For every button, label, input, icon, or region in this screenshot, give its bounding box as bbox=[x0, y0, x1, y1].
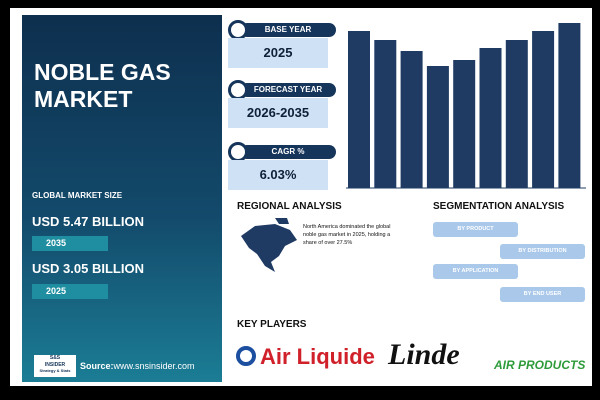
card: CAGR % 6.03% bbox=[228, 142, 338, 197]
north-america bbox=[241, 224, 297, 272]
bar bbox=[453, 60, 476, 188]
source: Source:www.snsinsider.com bbox=[80, 361, 195, 371]
map bbox=[241, 218, 297, 272]
logo-icon bbox=[236, 346, 256, 366]
company: Linde bbox=[388, 338, 460, 371]
source-url: www.snsinsider.com bbox=[113, 361, 195, 371]
regional-text: North America dominated the global noble… bbox=[303, 224, 391, 246]
segment-pill: BY DISTRIBUTION bbox=[500, 244, 585, 259]
card-value: 2026-2035 bbox=[228, 98, 328, 128]
bar bbox=[505, 40, 528, 188]
card-icon bbox=[228, 80, 248, 100]
card-value: 2025 bbox=[228, 38, 328, 68]
company: Air Liquide bbox=[260, 344, 375, 369]
bar bbox=[348, 31, 370, 188]
bar bbox=[558, 23, 581, 188]
logo-text: INSIDER bbox=[44, 361, 66, 368]
bar bbox=[426, 66, 449, 188]
segment-pill: BY PRODUCT bbox=[433, 222, 518, 237]
section-title: KEY PLAYERS bbox=[237, 319, 307, 330]
market-size-label: GLOBAL MARKET SIZE bbox=[32, 191, 123, 200]
section-title: SEGMENTATION ANALYSIS bbox=[433, 201, 565, 212]
bar bbox=[400, 51, 423, 188]
card-label: FORECAST YEAR bbox=[240, 83, 336, 97]
year: 2025 bbox=[32, 284, 108, 299]
card-icon bbox=[228, 142, 248, 162]
card: BASE YEAR 2025 bbox=[228, 20, 338, 75]
amount: USD 3.05 BILLION bbox=[32, 261, 144, 276]
source-label: Source: bbox=[80, 361, 114, 371]
card: FORECAST YEAR 2026-2035 bbox=[228, 80, 338, 135]
logo: S&S INSIDER Strategy & Stats bbox=[34, 355, 76, 377]
bar-chart bbox=[346, 23, 586, 189]
bar bbox=[479, 48, 502, 188]
title: NOBLE GAS MARKET bbox=[34, 59, 171, 112]
card-icon bbox=[228, 20, 248, 40]
segment-pill: BY END USER bbox=[500, 287, 585, 302]
card-value: 6.03% bbox=[228, 160, 328, 190]
company: AIR PRODUCTS bbox=[494, 358, 586, 372]
card-label: CAGR % bbox=[240, 145, 336, 159]
card-label: BASE YEAR bbox=[240, 23, 336, 37]
bar bbox=[532, 31, 555, 188]
section-title: REGIONAL ANALYSIS bbox=[237, 201, 342, 212]
canvas: NOBLE GAS MARKET GLOBAL MARKET SIZE USD … bbox=[10, 8, 592, 386]
logo-text: S&S bbox=[49, 355, 61, 361]
year: 2035 bbox=[32, 236, 108, 251]
left-panel: NOBLE GAS MARKET GLOBAL MARKET SIZE USD … bbox=[22, 15, 222, 382]
amount: USD 5.47 BILLION bbox=[32, 214, 144, 229]
greenland bbox=[275, 218, 289, 224]
logo-text: Strategy & Stats bbox=[39, 368, 71, 373]
bar bbox=[374, 40, 397, 188]
segment-pill: BY APPLICATION bbox=[433, 264, 518, 279]
